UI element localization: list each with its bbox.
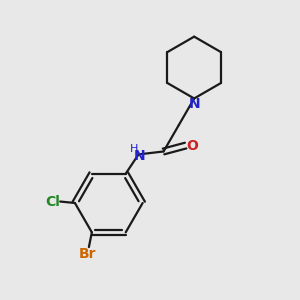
Text: O: O [186, 139, 198, 153]
Text: Cl: Cl [45, 194, 60, 208]
Text: Br: Br [79, 248, 96, 261]
Text: H: H [130, 144, 138, 154]
Text: N: N [134, 149, 146, 163]
Text: N: N [188, 97, 200, 111]
